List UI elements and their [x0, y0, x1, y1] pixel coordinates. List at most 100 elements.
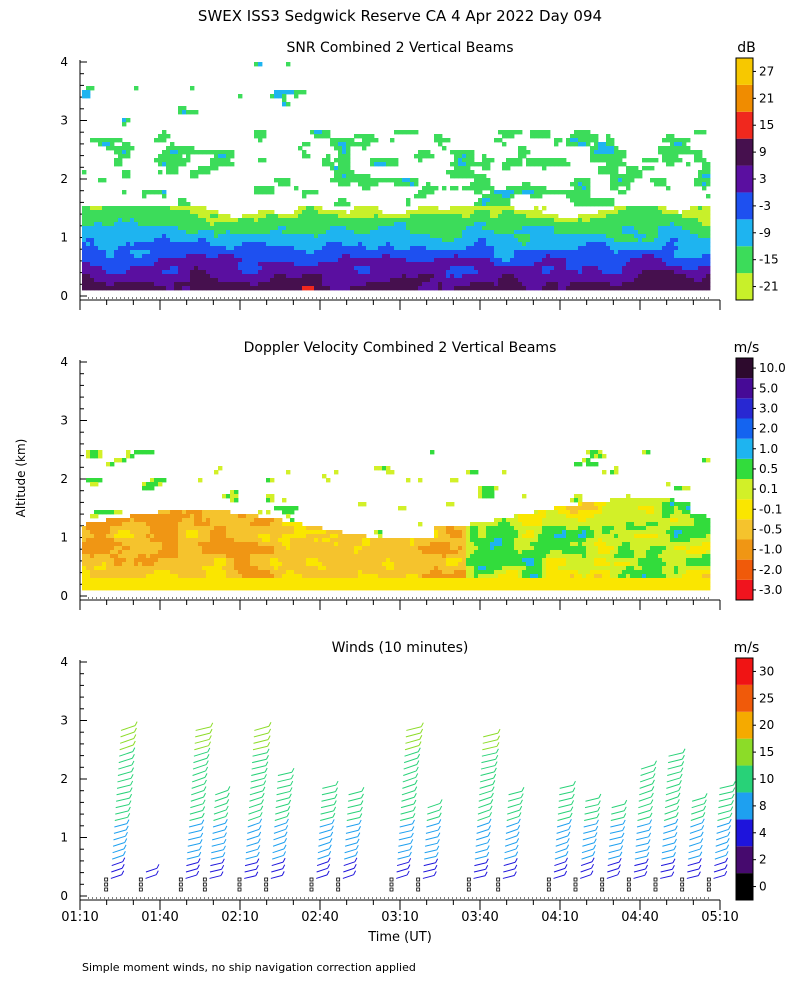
velocity-cell	[90, 522, 95, 527]
velocity-cell	[158, 554, 163, 559]
snr-cell	[190, 214, 195, 219]
snr-cell	[482, 254, 487, 259]
snr-cell	[682, 242, 687, 247]
snr-cell	[318, 234, 323, 239]
snr-cell	[658, 246, 663, 251]
snr-cell	[142, 242, 147, 247]
snr-cell	[338, 214, 343, 219]
velocity-cell	[94, 562, 99, 567]
snr-cell	[694, 278, 699, 283]
snr-cell	[110, 138, 115, 143]
snr-cell	[234, 238, 239, 243]
snr-cell	[574, 134, 579, 139]
velocity-cell	[182, 526, 187, 531]
snr-cell	[382, 230, 387, 235]
snr-cell	[462, 162, 467, 167]
snr-cell	[702, 254, 707, 259]
snr-cell	[86, 286, 91, 291]
snr-cell	[158, 254, 163, 259]
snr-cell	[310, 254, 315, 259]
snr-cell	[498, 278, 503, 283]
snr-cell	[118, 146, 123, 151]
velocity-cell	[126, 558, 131, 563]
velocity-cell	[90, 574, 95, 579]
snr-cell	[374, 274, 379, 279]
snr-cell	[142, 194, 147, 199]
snr-cell	[378, 222, 383, 227]
snr-cell	[586, 274, 591, 279]
snr-cell	[430, 254, 435, 259]
snr-cell	[298, 266, 303, 271]
snr-cell	[302, 246, 307, 251]
snr-cell	[214, 250, 219, 255]
snr-cell	[650, 166, 655, 171]
snr-cell	[470, 234, 475, 239]
snr-cell	[146, 234, 151, 239]
snr-cell	[510, 214, 515, 219]
snr-cell	[546, 226, 551, 231]
snr-cell	[186, 150, 191, 155]
snr-cell	[406, 250, 411, 255]
velocity-cell	[186, 566, 191, 571]
snr-cell	[338, 162, 343, 167]
snr-cell	[538, 238, 543, 243]
velocity-cell	[82, 534, 87, 539]
velocity-cell	[98, 550, 103, 555]
snr-cell	[202, 238, 207, 243]
colorbar-swatch	[736, 539, 753, 560]
snr-cell	[126, 250, 131, 255]
snr-cell	[482, 266, 487, 271]
snr-cell	[702, 226, 707, 231]
snr-cell	[238, 262, 243, 267]
snr-cell	[546, 162, 551, 167]
velocity-cell	[194, 526, 199, 531]
snr-cell	[606, 274, 611, 279]
snr-cell	[306, 218, 311, 223]
snr-cell	[694, 230, 699, 235]
snr-cell	[454, 150, 459, 155]
velocity-cell	[106, 574, 111, 579]
snr-cell	[282, 182, 287, 187]
snr-cell	[478, 250, 483, 255]
snr-cell	[358, 238, 363, 243]
velocity-cell	[158, 538, 163, 543]
velocity-cell	[178, 530, 183, 535]
snr-cell	[82, 210, 87, 215]
snr-cell	[698, 250, 703, 255]
velocity-cell	[186, 558, 191, 563]
snr-cell	[422, 230, 427, 235]
snr-cell	[574, 250, 579, 255]
snr-cell	[110, 246, 115, 251]
snr-cell	[182, 146, 187, 151]
snr-cell	[166, 170, 171, 175]
snr-cell	[530, 222, 535, 227]
snr-cell	[514, 234, 519, 239]
snr-cell	[606, 170, 611, 175]
snr-cell	[574, 190, 579, 195]
snr-cell	[494, 254, 499, 259]
snr-cell	[238, 258, 243, 263]
snr-cell	[98, 178, 103, 183]
snr-cell	[218, 222, 223, 227]
snr-cell	[226, 254, 231, 259]
snr-cell	[578, 222, 583, 227]
snr-cell	[298, 286, 303, 291]
velocity-cell	[130, 542, 135, 547]
snr-cell	[482, 198, 487, 203]
snr-cell	[470, 278, 475, 283]
snr-cell	[234, 246, 239, 251]
snr-cell	[602, 170, 607, 175]
velocity-cell	[218, 578, 223, 583]
velocity-cell	[82, 546, 87, 551]
velocity-cell	[142, 534, 147, 539]
snr-cell	[702, 162, 707, 167]
velocity-cell	[218, 546, 223, 551]
velocity-cell	[142, 550, 147, 555]
snr-cell	[122, 254, 127, 259]
velocity-cell	[134, 450, 139, 455]
snr-cell	[270, 234, 275, 239]
snr-cell	[562, 230, 567, 235]
snr-cell	[554, 218, 559, 223]
snr-cell	[134, 86, 139, 91]
snr-cell	[542, 226, 547, 231]
